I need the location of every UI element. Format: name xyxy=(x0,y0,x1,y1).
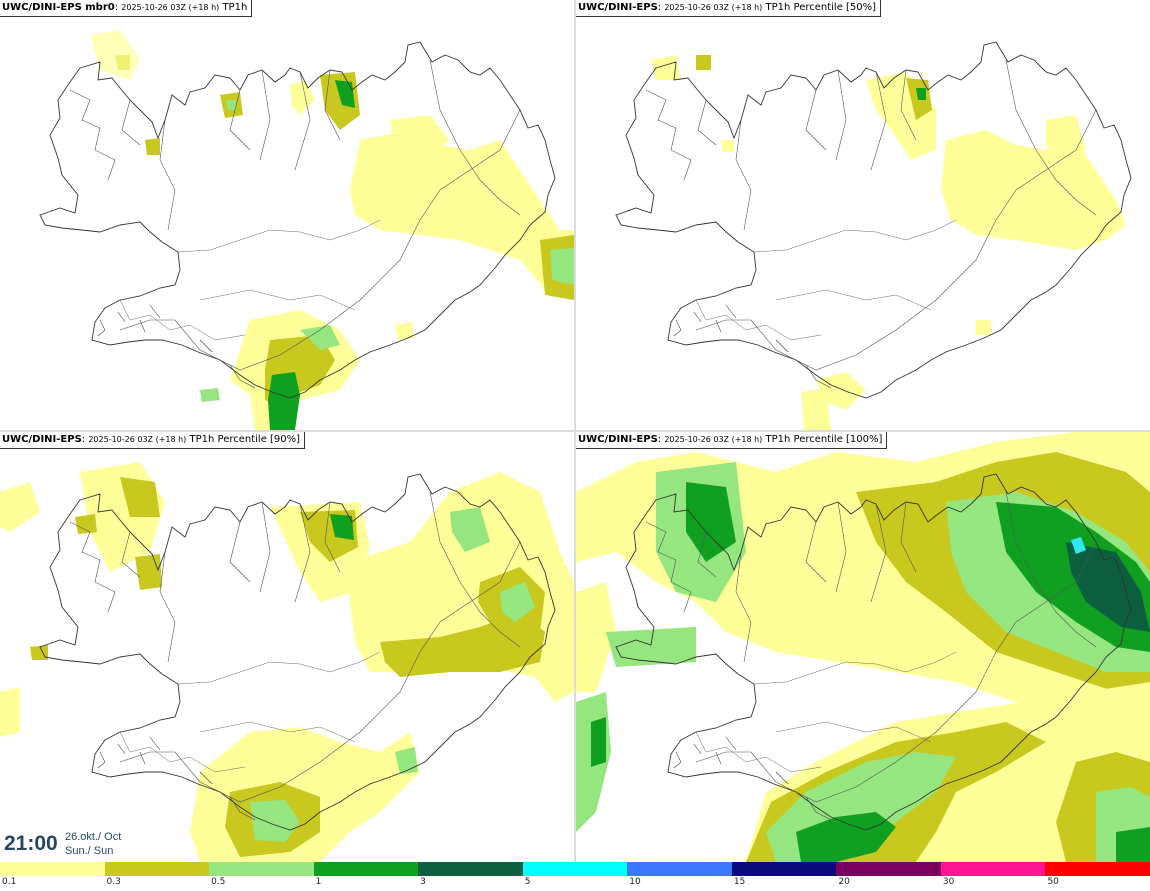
colorbar-segment xyxy=(836,862,941,876)
colorbar-label: 50 xyxy=(1047,877,1059,887)
precip-map xyxy=(39,30,574,430)
precip-field xyxy=(90,30,574,430)
panel-title: UWC/DINI-EPS mbr0: 2025-10-26 03Z (+18 h… xyxy=(0,0,253,17)
colorbar-label: 20 xyxy=(838,877,850,887)
valid-date: 26.okt./ Oct xyxy=(65,831,122,843)
valid-day: Sun./ Sun xyxy=(65,845,114,857)
colorbar-segment xyxy=(731,862,837,876)
colorbar-label: 0.3 xyxy=(106,877,121,887)
precip-field xyxy=(576,432,1150,862)
colorbar-segment xyxy=(627,862,732,876)
precip-map xyxy=(615,41,1132,430)
map-panel-mbr0: UWC/DINI-EPS mbr0: 2025-10-26 03Z (+18 h… xyxy=(0,0,574,430)
precip-colorbar xyxy=(0,862,1150,876)
precip-field xyxy=(0,462,574,862)
colorbar-segment xyxy=(0,862,105,876)
panel-title: UWC/DINI-EPS: 2025-10-26 03Z (+18 h) TP1… xyxy=(576,432,888,449)
valid-time: 21:00 xyxy=(4,832,58,855)
colorbar-segment xyxy=(313,862,419,876)
colorbar-label: 10 xyxy=(629,877,641,887)
colorbar-segment xyxy=(104,862,210,876)
precip-map xyxy=(576,432,1150,862)
colorbar-segment xyxy=(209,862,314,876)
colorbar-label: 1 xyxy=(315,877,322,887)
colorbar-segment xyxy=(1045,862,1150,876)
colorbar-segment xyxy=(418,862,523,876)
map-panel-p100: UWC/DINI-EPS: 2025-10-26 03Z (+18 h) TP1… xyxy=(576,432,1150,862)
colorbar-labels: 0.1 0.3 0.5 1 3 5 10 15 20 30 50 xyxy=(0,877,1150,889)
panel-title: UWC/DINI-EPS: 2025-10-26 03Z (+18 h) TP1… xyxy=(576,0,882,17)
colorbar-label: 3 xyxy=(420,877,426,887)
colorbar-label: 30 xyxy=(942,877,955,887)
colorbar-label: 0.5 xyxy=(211,877,226,887)
colorbar-label: 5 xyxy=(524,877,531,887)
map-panel-p90: UWC/DINI-EPS: 2025-10-26 03Z (+18 h) TP1… xyxy=(0,432,574,862)
valid-time-box: 21:00 26.okt./ Oct Sun./ Sun xyxy=(0,828,134,862)
precip-field xyxy=(651,55,1126,430)
colorbar-segment xyxy=(522,862,628,876)
map-panel-p50: UWC/DINI-EPS: 2025-10-26 03Z (+18 h) TP1… xyxy=(576,0,1150,430)
panel-title: UWC/DINI-EPS: 2025-10-26 03Z (+18 h) TP1… xyxy=(0,432,306,449)
panel-divider xyxy=(0,430,1150,432)
colorbar-label: 15 xyxy=(733,877,746,887)
colorbar-segment xyxy=(940,862,1046,876)
precip-map xyxy=(0,462,574,862)
colorbar-label: 0.1 xyxy=(2,877,17,887)
